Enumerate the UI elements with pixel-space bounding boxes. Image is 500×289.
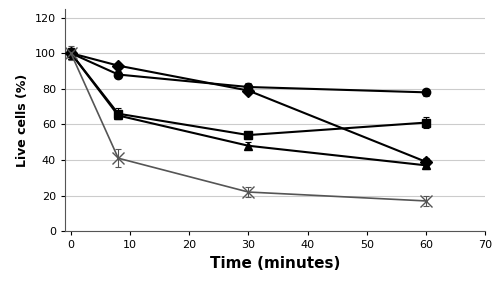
X-axis label: Time (minutes): Time (minutes)	[210, 256, 340, 271]
Y-axis label: Live cells (%): Live cells (%)	[16, 73, 30, 166]
